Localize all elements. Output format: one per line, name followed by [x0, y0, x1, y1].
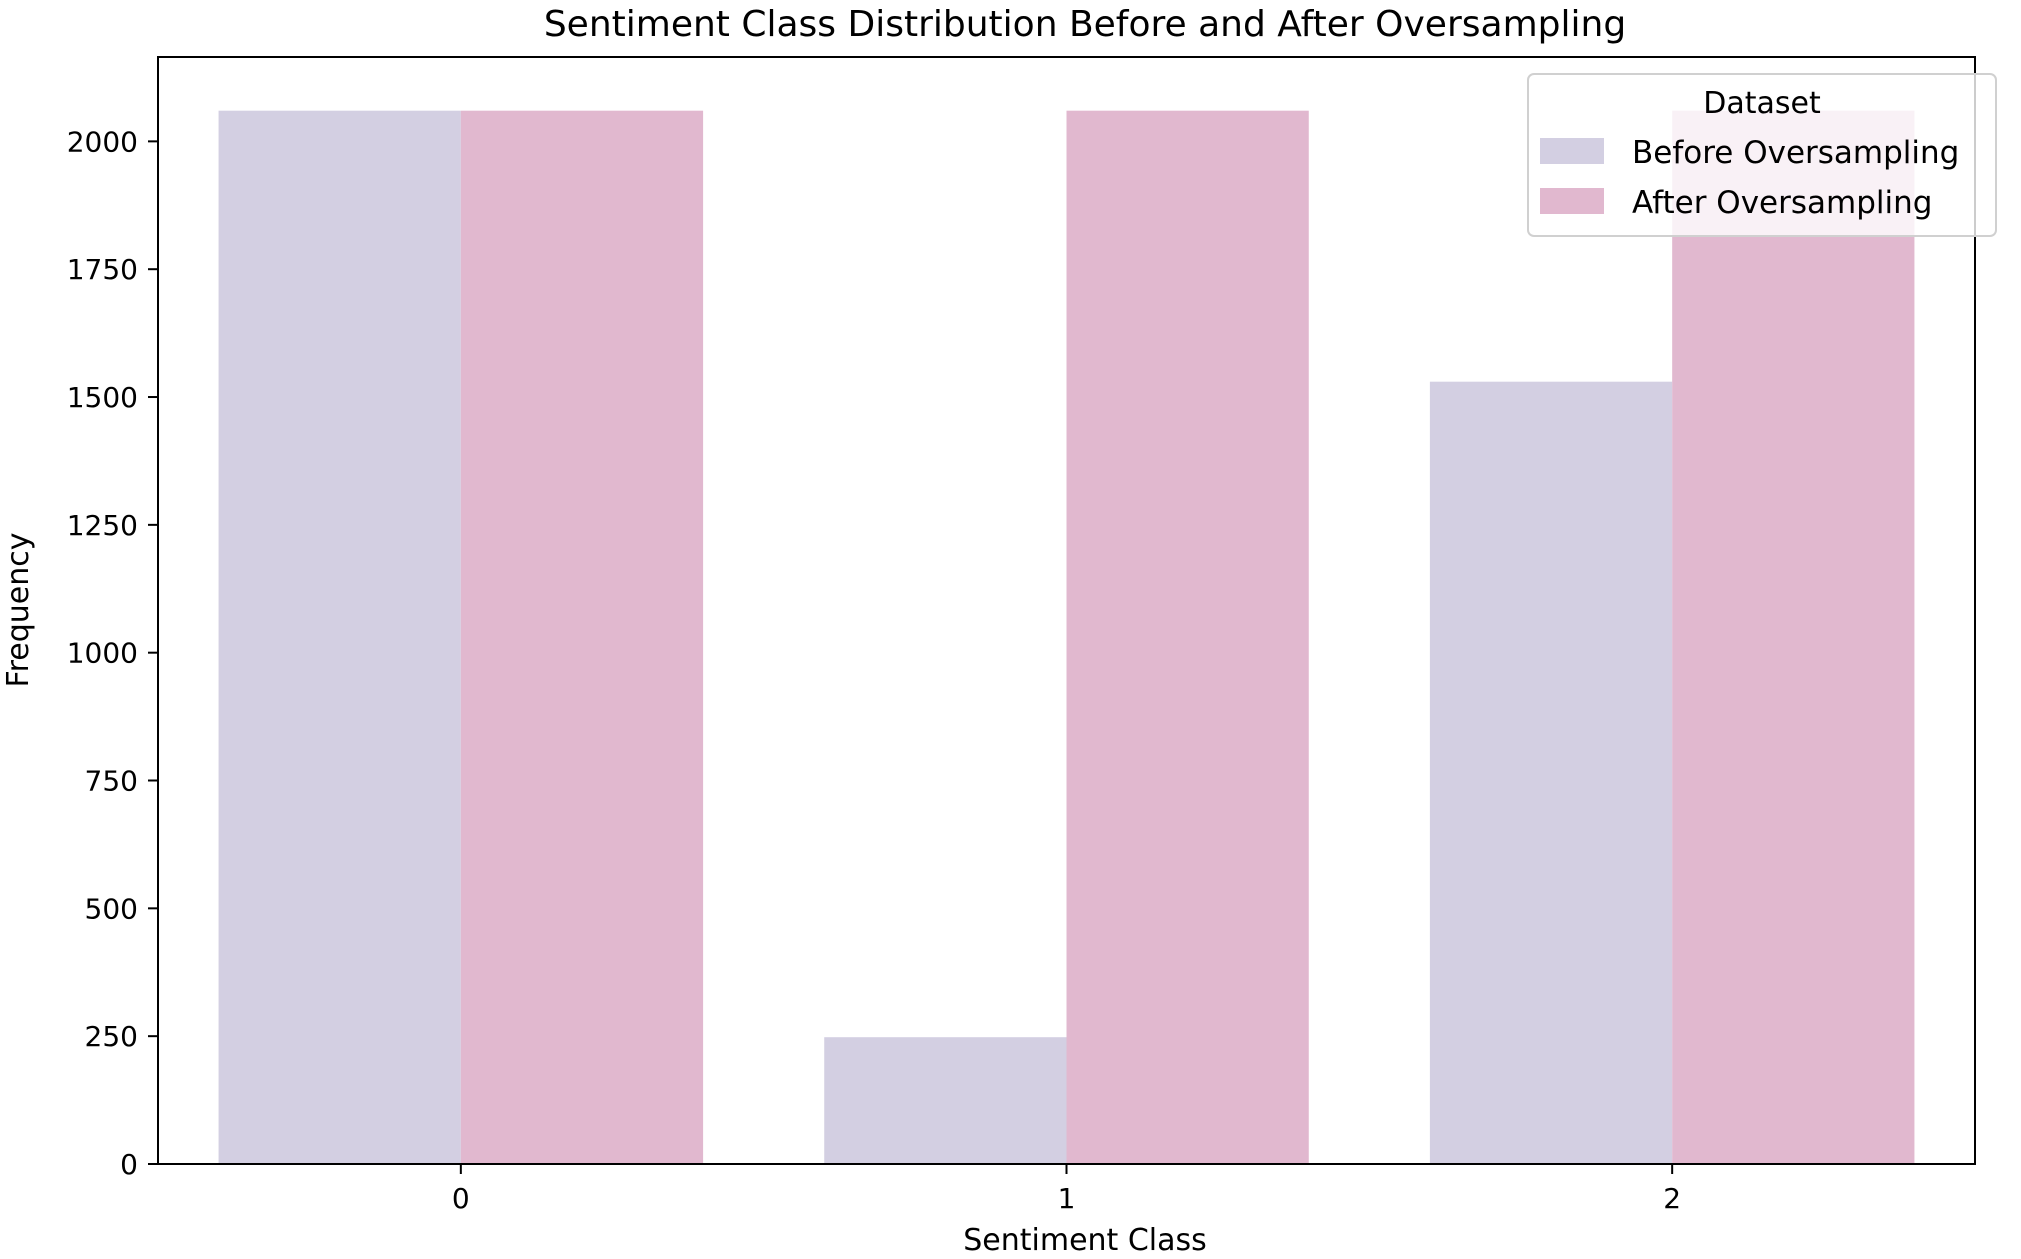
x-tick-label: 2: [1663, 1182, 1681, 1215]
legend-box: [1527, 73, 1997, 237]
chart-title: Sentiment Class Distribution Before and …: [544, 4, 1626, 45]
bar-before-class-1: [824, 1037, 1067, 1164]
legend-label-before: Before Oversampling: [1632, 135, 1959, 171]
y-tick-label: 1250: [67, 509, 138, 542]
bar-after-class-1: [1066, 110, 1309, 1164]
y-tick-label: 2000: [67, 125, 138, 158]
y-axis-label: Frequency: [1, 533, 36, 688]
x-axis-ticks: 0 1 2: [452, 1164, 1681, 1215]
bar-before-class-2: [1429, 381, 1673, 1164]
x-tick-label: 0: [452, 1182, 470, 1215]
y-tick-label: 500: [85, 892, 138, 925]
bar-before-class-0: [218, 110, 461, 1164]
y-axis-ticks: 0 250 500 750 1000 1250 1500 1750 2000: [67, 125, 158, 1181]
y-tick-label: 250: [85, 1020, 138, 1053]
bar-after-class-0: [460, 110, 704, 1164]
y-tick-label: 750: [85, 765, 138, 798]
bar-after-class-2: [1672, 110, 1915, 1164]
bars-group: [218, 110, 1915, 1164]
legend-title: Dataset: [1703, 86, 1821, 121]
legend: Dataset Before Oversampling After Oversa…: [1527, 73, 1997, 237]
plot-frame: [157, 56, 1976, 1165]
x-axis-label: Sentiment Class: [963, 1223, 1207, 1258]
x-tick-label: 1: [1058, 1182, 1076, 1215]
legend-label-after: After Oversampling: [1632, 185, 1932, 221]
legend-swatch-after: [1540, 188, 1604, 214]
legend-swatch-before: [1540, 138, 1604, 164]
y-tick-label: 1000: [67, 637, 138, 670]
y-tick-label: 0: [120, 1148, 138, 1181]
y-tick-label: 1750: [67, 253, 138, 286]
y-tick-label: 1500: [67, 381, 138, 414]
